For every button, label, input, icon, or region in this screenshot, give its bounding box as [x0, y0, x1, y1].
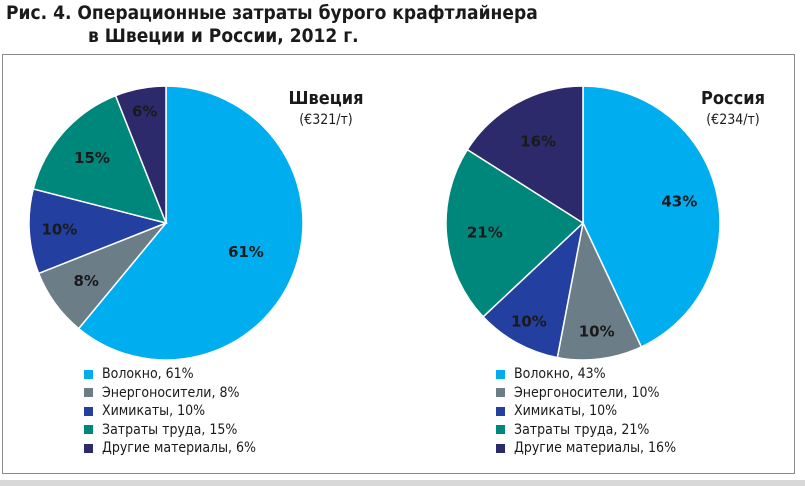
legend-label: Затраты труда, 21%	[514, 421, 650, 438]
legend-russia: Волокно, 43% Энергоносители, 10% Химикаты,…	[496, 365, 676, 458]
slice-value-label: 21%	[467, 223, 503, 241]
legend-label: Волокно, 61%	[102, 366, 194, 383]
legend-item-labor: Затраты труда, 15%	[84, 421, 256, 440]
legend-item-chemicals: Химикаты, 10%	[496, 402, 676, 421]
legend-label: Химикаты, 10%	[102, 403, 206, 420]
pie-slice-labor	[445, 148, 585, 318]
legend-item-energy: Энергоносители, 8%	[84, 384, 256, 403]
bottom-strip	[0, 480, 805, 486]
legend-item-fiber: Волокно, 61%	[84, 365, 256, 384]
legend-swatch	[496, 388, 505, 398]
pie-slice-fiber	[582, 85, 721, 348]
pie-chart-russia: 43% 10% 10% 21% 16%	[445, 85, 721, 361]
legend-swatch	[496, 406, 505, 416]
pie-slice-labor	[32, 94, 168, 225]
slice-value-label: 43%	[661, 193, 697, 211]
legend-label: Волокно, 43%	[514, 366, 606, 383]
russia-heading: Россия (€234/т)	[683, 88, 783, 130]
slice-value-label: 16%	[520, 132, 556, 150]
pie-slice-other	[466, 85, 584, 225]
legend-label: Другие материалы, 16%	[514, 440, 677, 457]
figure-title-line-1: Рис. 4. Операционные затраты бурого краф…	[6, 2, 538, 24]
legend-label: Химикаты, 10%	[514, 403, 618, 420]
slice-value-label: 10%	[41, 221, 77, 239]
legend-sweden: Волокно, 61% Энергоносители, 8% Химикаты, …	[84, 365, 256, 458]
pie-chart-sweden: 61% 8% 10% 15% 6%	[28, 85, 304, 361]
legend-swatch	[84, 388, 93, 398]
pie-slice-energy	[556, 220, 643, 361]
pie-slice-chemicals	[28, 188, 169, 275]
legend-swatch	[496, 443, 505, 453]
legend-item-other: Другие материалы, 6%	[84, 439, 256, 458]
legend-label: Затраты труда, 15%	[102, 421, 238, 438]
legend-item-energy: Энергоносители, 10%	[496, 384, 676, 403]
slice-value-label: 10%	[579, 323, 615, 341]
legend-item-other: Другие материалы, 16%	[496, 439, 676, 458]
legend-item-labor: Затраты труда, 21%	[496, 421, 676, 440]
legend-swatch	[84, 406, 93, 416]
cost-per-ton: (€234/т)	[706, 112, 760, 128]
slice-value-label: 61%	[228, 243, 264, 261]
figure-title-line-2: в Швеции и России, 2012 г.	[88, 25, 359, 47]
figure-title: Рис. 4. Операционные затраты бурого краф…	[6, 2, 538, 48]
legend-item-chemicals: Химикаты, 10%	[84, 402, 256, 421]
country-name: Россия	[701, 88, 765, 109]
legend-swatch	[496, 369, 505, 379]
legend-swatch	[84, 425, 93, 435]
legend-swatch	[496, 425, 505, 435]
slice-value-label: 6%	[132, 102, 157, 120]
legend-label: Другие материалы, 6%	[102, 440, 257, 457]
legend-swatch	[84, 369, 93, 379]
slice-value-label: 15%	[74, 149, 110, 167]
legend-label: Энергоносители, 8%	[102, 384, 240, 401]
pie-slice-fiber	[77, 85, 304, 361]
legend-item-fiber: Волокно, 43%	[496, 365, 676, 384]
legend-label: Энергоносители, 10%	[514, 384, 660, 401]
legend-swatch	[84, 443, 93, 453]
pie-slice-chemicals	[482, 220, 585, 359]
sweden-heading: Швеция (€321/т)	[276, 88, 376, 130]
pie-slice-other	[114, 85, 167, 224]
country-name: Швеция	[288, 88, 364, 109]
slice-value-label: 10%	[511, 312, 547, 330]
slice-value-label: 8%	[73, 272, 98, 290]
cost-per-ton: (€321/т)	[299, 112, 353, 128]
